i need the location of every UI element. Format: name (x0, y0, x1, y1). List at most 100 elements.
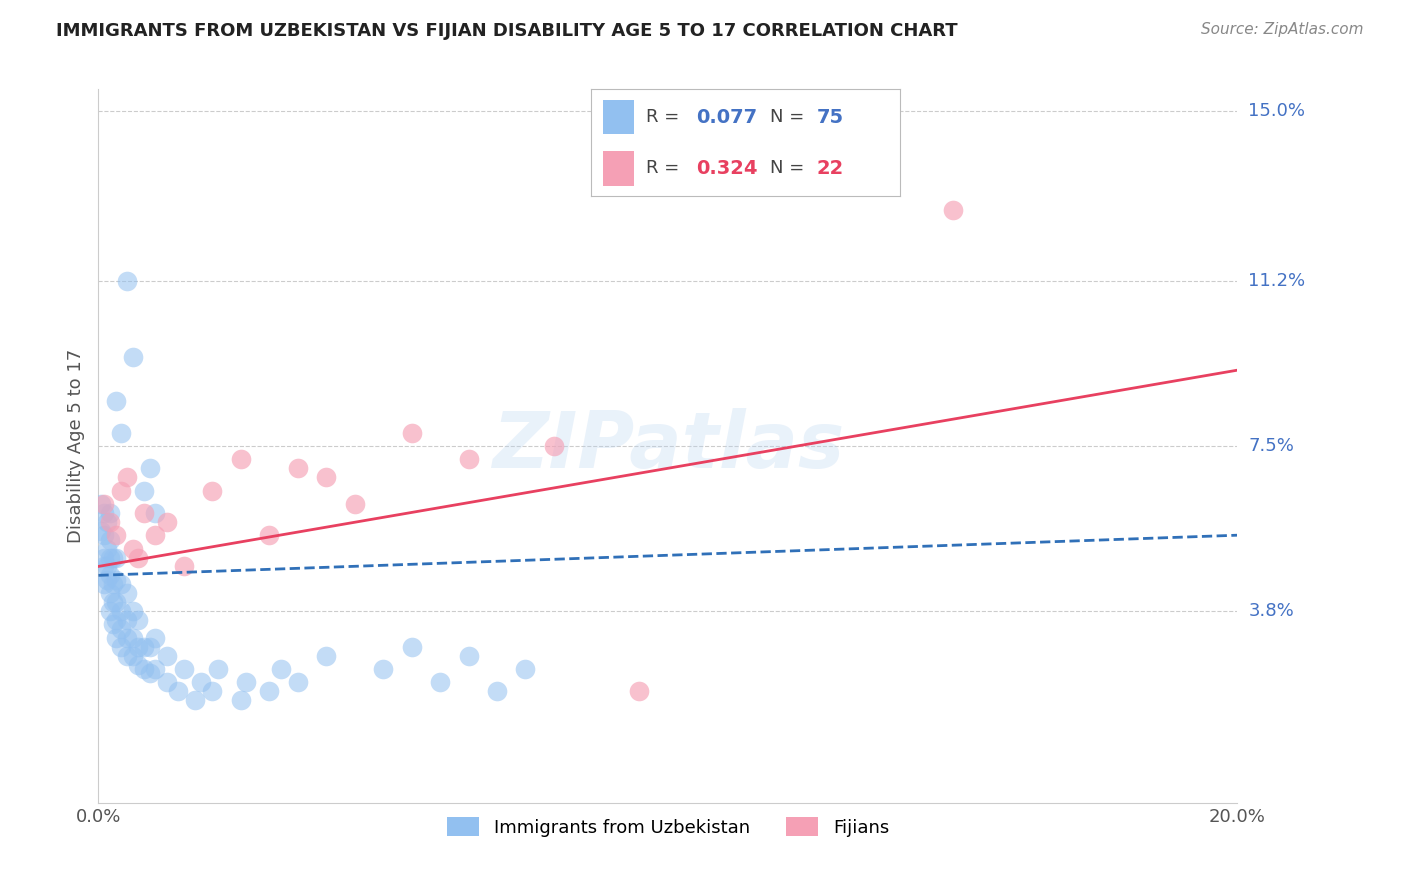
Text: R =: R = (647, 108, 685, 126)
Point (201, 684, 224, 698)
Point (121, 648, 143, 663)
Point (96, 515, 118, 529)
Text: 15.0%: 15.0% (1249, 103, 1305, 120)
Point (173, 662, 195, 676)
Text: R =: R = (647, 160, 685, 178)
Point (110, 425, 132, 440)
Point (110, 604, 132, 618)
Point (104, 595, 127, 609)
Point (270, 662, 292, 676)
Point (104, 550, 127, 565)
Point (942, 202, 965, 217)
Point (110, 577, 132, 591)
Point (110, 640, 132, 654)
Point (110, 483, 132, 498)
Point (104, 528, 127, 542)
Point (486, 684, 509, 698)
Text: 75: 75 (817, 108, 844, 127)
Point (101, 595, 124, 609)
Point (93, 497, 115, 511)
Point (235, 675, 257, 690)
Text: 22: 22 (817, 159, 844, 178)
Point (121, 604, 143, 618)
FancyBboxPatch shape (603, 100, 634, 134)
Y-axis label: Disability Age 5 to 17: Disability Age 5 to 17 (66, 349, 84, 543)
Point (184, 693, 207, 707)
Point (98, 586, 121, 600)
Point (90, 524, 112, 538)
Point (96, 559, 118, 574)
Point (156, 515, 179, 529)
Text: N =: N = (770, 160, 810, 178)
Point (98, 506, 121, 520)
Point (343, 497, 366, 511)
Text: Source: ZipAtlas.com: Source: ZipAtlas.com (1201, 22, 1364, 37)
Point (315, 648, 337, 663)
Point (90, 497, 112, 511)
Point (104, 394, 127, 409)
Point (457, 452, 479, 467)
Point (229, 452, 252, 467)
Point (101, 617, 124, 632)
Point (167, 684, 190, 698)
Point (127, 613, 149, 627)
Point (115, 613, 138, 627)
Point (101, 550, 124, 565)
Text: 7.5%: 7.5% (1249, 437, 1295, 455)
Point (145, 506, 167, 520)
Point (104, 573, 127, 587)
Point (173, 559, 195, 574)
Point (145, 631, 167, 645)
Point (98, 533, 121, 547)
Point (259, 528, 281, 542)
Point (115, 631, 138, 645)
Point (96, 541, 118, 556)
Point (132, 662, 155, 676)
Point (115, 586, 138, 600)
Point (543, 439, 565, 453)
Point (127, 657, 149, 672)
Point (104, 613, 127, 627)
Point (138, 666, 160, 681)
Point (156, 648, 179, 663)
Point (315, 470, 337, 484)
Point (201, 483, 224, 498)
Point (127, 640, 149, 654)
Text: 0.077: 0.077 (696, 108, 756, 127)
Point (190, 675, 212, 690)
Point (132, 640, 155, 654)
Point (115, 648, 138, 663)
Text: IMMIGRANTS FROM UZBEKISTAN VS FIJIAN DISABILITY AGE 5 TO 17 CORRELATION CHART: IMMIGRANTS FROM UZBEKISTAN VS FIJIAN DIS… (56, 22, 957, 40)
Point (98, 515, 121, 529)
Point (132, 483, 155, 498)
Point (93, 577, 115, 591)
Point (93, 559, 115, 574)
Point (207, 662, 229, 676)
Point (373, 662, 395, 676)
FancyBboxPatch shape (603, 152, 634, 186)
Point (110, 622, 132, 636)
Text: ZIPatlas: ZIPatlas (492, 408, 844, 484)
Point (127, 550, 149, 565)
Point (145, 662, 167, 676)
Point (96, 573, 118, 587)
Text: N =: N = (770, 108, 810, 126)
Point (457, 648, 479, 663)
Point (115, 470, 138, 484)
Point (259, 684, 281, 698)
Point (115, 274, 138, 288)
Legend: Immigrants from Uzbekistan, Fijians: Immigrants from Uzbekistan, Fijians (440, 810, 896, 844)
Point (101, 577, 124, 591)
Point (138, 640, 160, 654)
Text: 3.8%: 3.8% (1249, 602, 1294, 620)
Point (145, 528, 167, 542)
Point (98, 550, 121, 565)
Point (98, 568, 121, 582)
Point (229, 693, 252, 707)
Point (121, 541, 143, 556)
Point (287, 461, 309, 475)
Point (156, 675, 179, 690)
Point (429, 675, 451, 690)
Point (98, 604, 121, 618)
Text: 11.2%: 11.2% (1249, 272, 1306, 290)
